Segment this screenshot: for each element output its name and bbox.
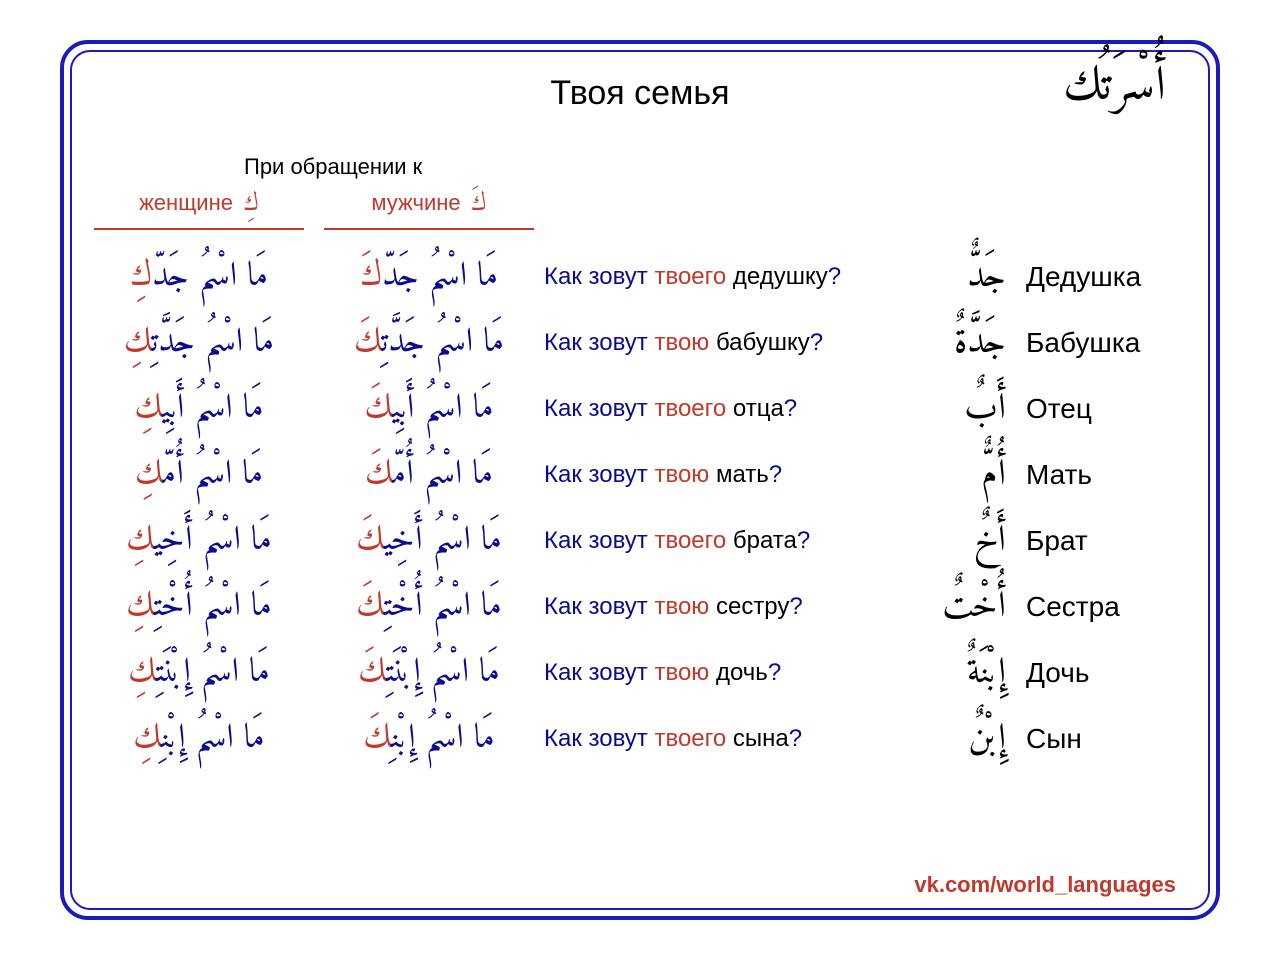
table-row: مَا اسْمُ أُخْتِكِ مَا اسْمُ أُخْتِكَКак … — [94, 574, 1186, 640]
header-male-suffix: كَ — [471, 184, 487, 226]
gender-header-row: женщине كِ мужчине كَ — [94, 184, 1186, 230]
phrase-female: مَا اسْمُ أُمّكِ — [94, 445, 304, 505]
table-row: مَا اسْمُ جَدَّتِكِ مَا اسْمُ جَدَّتِكَКа… — [94, 310, 1186, 376]
table-row: مَا اسْمُ جَدّكِ مَا اسْمُ جَدّكَКак зову… — [94, 244, 1186, 310]
vocab-arabic: أُمٌّ — [886, 444, 1016, 507]
question-russian: Как зовут твоего сына? — [534, 725, 886, 753]
phrase-male: مَا اسْمُ أُخْتِكَ — [324, 577, 534, 637]
question-russian: Как зовут твоего брата? — [534, 527, 886, 555]
title-russian: Твоя семья — [550, 74, 729, 113]
header-female-suffix: كِ — [243, 184, 259, 226]
vocab-arabic: إِبْنَةٌ — [886, 642, 1016, 705]
phrase-male: مَا اسْمُ أُمّكَ — [324, 445, 534, 505]
phrase-male: مَا اسْمُ جَدّكَ — [324, 247, 534, 307]
phrase-male: مَا اسْمُ جَدَّتِكَ — [324, 313, 534, 373]
question-russian: Как зовут твою мать? — [534, 461, 886, 489]
table-row: مَا اسْمُ أَخِيكِ مَا اسْمُ أَخِيكَКак зо… — [94, 508, 1186, 574]
phrase-female: مَا اسْمُ جَدّكِ — [94, 247, 304, 307]
question-russian: Как зовут твоего дедушку? — [534, 263, 886, 291]
vocab-arabic: جَدَّةٌ — [886, 312, 1016, 375]
header-male-label: мужчине — [371, 190, 460, 215]
question-russian: Как зовут твою сестру? — [534, 593, 886, 621]
phrase-female: مَا اسْمُ جَدَّتِكِ — [94, 313, 304, 373]
vocab-arabic: جَدٌّ — [886, 246, 1016, 309]
phrase-female: مَا اسْمُ إِبْنِكِ — [94, 709, 304, 769]
vocabulary-table: مَا اسْمُ جَدّكِمَا اسْمُ جَدّكَКак зову… — [94, 244, 1186, 772]
source-credit: vk.com/world_languages — [914, 872, 1176, 898]
table-row: مَا اسْمُ أُمّكِ مَا اسْمُ أُمّكَКак зову… — [94, 442, 1186, 508]
vocab-russian: Брат — [1016, 525, 1186, 557]
vocab-russian: Бабушка — [1016, 327, 1186, 359]
table-row: مَا اسْمُ إِبْنِكِ مَا اسْمُ إِبْنِكَКак … — [94, 706, 1186, 772]
question-russian: Как зовут твоего отца? — [534, 395, 886, 423]
phrase-female: مَا اسْمُ أَخِيكِ — [94, 511, 304, 571]
vocab-russian: Отец — [1016, 393, 1186, 425]
table-row: مَا اسْمُ أَبِيكِ مَا اسْمُ أَبِيكَКак зо… — [94, 376, 1186, 442]
phrase-female: مَا اسْمُ إِبْنَتِكِ — [94, 643, 304, 703]
header-male: мужчине كَ — [324, 184, 534, 230]
vocab-arabic: أَخٌ — [886, 510, 1016, 573]
phrase-female: مَا اسْمُ أُخْتِكِ — [94, 577, 304, 637]
vocab-russian: Дочь — [1016, 657, 1186, 689]
phrase-male: مَا اسْمُ أَخِيكَ — [324, 511, 534, 571]
title-arabic: أُسْرَتُك — [1063, 46, 1166, 130]
vocab-russian: Мать — [1016, 459, 1186, 491]
table-row: مَا اسْمُ إِبْنَتِكِ مَا اسْمُ إِبْنَتِكَ… — [94, 640, 1186, 706]
question-russian: Как зовут твою бабушку? — [534, 329, 886, 357]
vocab-arabic: إِبْنٌ — [886, 708, 1016, 771]
header: أُسْرَتُك Твоя семья — [94, 64, 1186, 154]
question-russian: Как зовут твою дочь? — [534, 659, 886, 687]
vocab-arabic: أُخْتٌ — [886, 576, 1016, 639]
vocab-russian: Сестра — [1016, 591, 1186, 623]
phrase-male: مَا اسْمُ أَبِيكَ — [324, 379, 534, 439]
vocab-arabic: أَبٌ — [886, 378, 1016, 441]
vocab-russian: Дедушка — [1016, 261, 1186, 293]
phrase-male: مَا اسْمُ إِبْنِكَ — [324, 709, 534, 769]
lesson-frame: أُسْرَتُك Твоя семья При обращении к жен… — [60, 40, 1220, 920]
header-female-label: женщине — [139, 190, 233, 215]
header-female: женщине كِ — [94, 184, 304, 230]
subheading: При обращении к — [244, 154, 1186, 180]
vocab-russian: Сын — [1016, 723, 1186, 755]
phrase-male: مَا اسْمُ إِبْنَتِكَ — [324, 643, 534, 703]
phrase-female: مَا اسْمُ أَبِيكِ — [94, 379, 304, 439]
